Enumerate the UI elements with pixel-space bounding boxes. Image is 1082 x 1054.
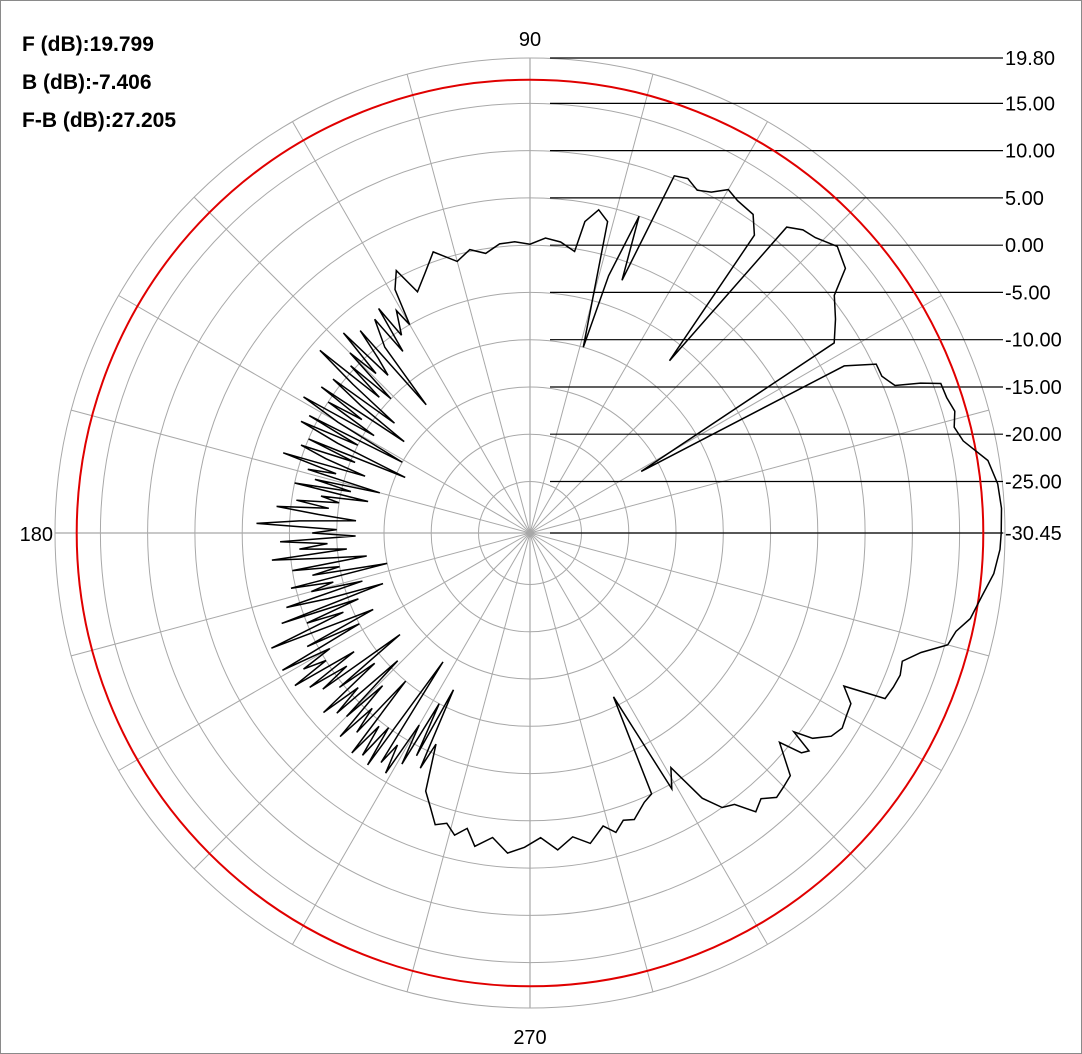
- spoke-line: [529, 532, 942, 771]
- radial-tick-label: -5.00: [1005, 282, 1051, 304]
- spoke-line: [529, 532, 989, 657]
- radial-tick-label: -20.00: [1005, 424, 1062, 446]
- radial-tick-label: -15.00: [1005, 377, 1062, 399]
- reference-circle: [75, 78, 985, 988]
- radiation-pattern-line: [256, 174, 1003, 854]
- angle-spokes: [71, 74, 989, 992]
- spoke-line: [529, 295, 942, 534]
- back-gain-readout: B (dB):-7.406: [22, 71, 152, 94]
- radial-tick-lines: [550, 57, 1003, 534]
- spoke-line: [71, 409, 531, 534]
- radial-tick-label: -10.00: [1005, 330, 1062, 352]
- spoke-line: [292, 121, 531, 534]
- radial-tick-label: -25.00: [1005, 472, 1062, 494]
- spoke-line: [118, 295, 531, 534]
- radial-tick-label: 19.80: [1005, 48, 1055, 70]
- angle-label-270: 270: [513, 1027, 546, 1049]
- spoke-line: [529, 532, 768, 945]
- spoke-line: [529, 196, 867, 534]
- spoke-line: [406, 532, 531, 992]
- spoke-line: [529, 532, 654, 992]
- spoke-line: [193, 532, 531, 870]
- radial-tick-label: 5.00: [1005, 188, 1044, 210]
- chart-labels: 19.80 15.00 10.00 5.00 0.00 -5.00 -10.00 -15.00…: [20, 29, 1062, 1049]
- stats-panel: F (dB):19.799 B (dB):-7.406 F-B (dB):27.…: [22, 26, 176, 140]
- spoke-line: [529, 532, 867, 870]
- spoke-line: [292, 532, 531, 945]
- spoke-line: [406, 74, 531, 534]
- radial-tick-label: 0.00: [1005, 235, 1044, 257]
- radial-tick-label: 15.00: [1005, 93, 1055, 115]
- radial-tick-label: 10.00: [1005, 141, 1055, 163]
- spoke-line: [71, 532, 531, 657]
- angle-label-90: 90: [519, 29, 541, 51]
- spoke-line: [529, 409, 989, 534]
- reference-circle-group: [75, 78, 985, 988]
- angle-label-180: 180: [20, 524, 53, 546]
- front-gain-readout: F (dB):19.799: [22, 33, 154, 56]
- pattern-group: [256, 174, 1003, 854]
- front-to-back-readout: F-B (dB):27.205: [22, 109, 177, 132]
- spoke-line: [193, 196, 531, 534]
- radial-tick-label: -30.45: [1005, 523, 1062, 545]
